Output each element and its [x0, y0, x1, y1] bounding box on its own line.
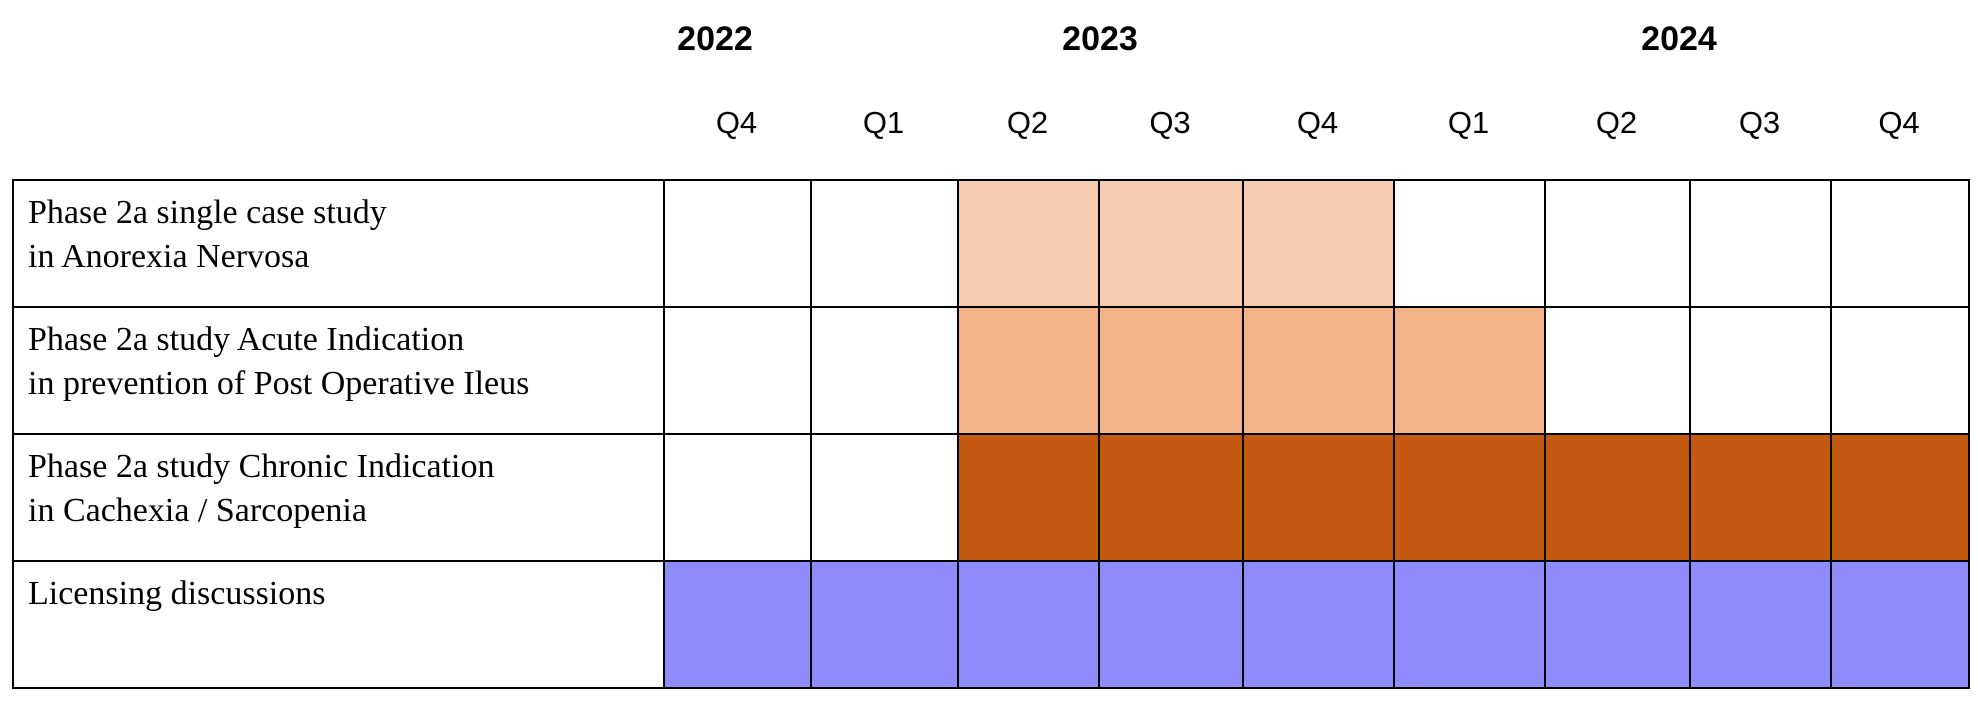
empty-cell	[810, 306, 959, 435]
row-label: Phase 2a study Chronic Indication in Cach…	[12, 433, 665, 562]
quarter-label: Q4	[1878, 105, 1920, 140]
row-label-line: Phase 2a study Acute Indication	[28, 321, 465, 358]
quarter-label: Q3	[1738, 105, 1781, 140]
empty-cell	[1544, 306, 1691, 435]
quarter-label: Q4	[1296, 105, 1339, 140]
timeline-bar-cell	[1830, 433, 1970, 562]
timeline-row: Phase 2a study Acute Indication in preven…	[12, 306, 1970, 435]
empty-cell	[1544, 179, 1691, 308]
empty-cell	[1830, 179, 1970, 308]
year-label: 2023	[1062, 20, 1138, 58]
timeline-bar-cell	[1393, 306, 1546, 435]
quarter-label: Q2	[1006, 105, 1049, 140]
empty-cell	[663, 306, 812, 435]
row-label: Phase 2a single case study in Anorexia Ne…	[12, 179, 665, 308]
row-label-line: in Anorexia Nervosa	[28, 238, 310, 275]
quarter-label: Q2	[1595, 105, 1638, 140]
timeline-bar-cell	[1242, 306, 1395, 435]
timeline-bar-cell	[1098, 179, 1244, 308]
empty-cell	[810, 179, 959, 308]
timeline-row: Licensing discussions	[12, 560, 1970, 689]
year-label: 2022	[677, 20, 753, 58]
timeline-bar-cell	[1544, 433, 1691, 562]
row-label-line: Phase 2a single case study	[28, 194, 387, 231]
quarter-label: Q1	[1447, 105, 1490, 140]
empty-cell	[1689, 179, 1832, 308]
quarter-label: Q4	[715, 105, 758, 140]
empty-cell	[1830, 306, 1970, 435]
row-label-line: Licensing discussions	[28, 575, 326, 612]
empty-cell	[1393, 179, 1546, 308]
row-label: Phase 2a study Acute Indication in preven…	[12, 306, 665, 435]
row-label-line: Phase 2a study Chronic Indication	[28, 448, 495, 485]
timeline-bar-cell	[957, 179, 1100, 308]
timeline-bar-cell	[663, 560, 812, 689]
timeline-bar-cell	[1393, 560, 1546, 689]
timeline-bar-cell	[1689, 433, 1832, 562]
timeline-bar-cell	[1393, 433, 1546, 562]
empty-cell	[663, 433, 812, 562]
timeline-bar-cell	[1830, 560, 1970, 689]
empty-cell	[663, 179, 812, 308]
quarter-label: Q3	[1149, 105, 1191, 140]
timeline-bar-cell	[1544, 560, 1691, 689]
quarter-label: Q1	[862, 105, 905, 140]
timeline-bar-cell	[810, 560, 959, 689]
row-label-line: in Cachexia / Sarcopenia	[28, 492, 367, 529]
empty-cell	[1689, 306, 1832, 435]
timeline-bar-cell	[957, 306, 1100, 435]
row-label: Licensing discussions	[12, 560, 665, 689]
row-label-line: in prevention of Post Operative Ileus	[28, 365, 530, 402]
timeline-grid: Phase 2a single case study in Anorexia Ne…	[12, 179, 1970, 689]
timeline-row: Phase 2a single case study in Anorexia Ne…	[12, 179, 1970, 308]
timeline-bar-cell	[957, 560, 1100, 689]
timeline-bar-cell	[1098, 433, 1244, 562]
timeline-row: Phase 2a study Chronic Indication in Cach…	[12, 433, 1970, 562]
year-label: 2024	[1641, 20, 1717, 58]
timeline-bar-cell	[957, 433, 1100, 562]
empty-cell	[810, 433, 959, 562]
timeline-bar-cell	[1098, 560, 1244, 689]
timeline-bar-cell	[1689, 560, 1832, 689]
timeline-bar-cell	[1242, 179, 1395, 308]
timeline-bar-cell	[1242, 433, 1395, 562]
timeline-bar-cell	[1242, 560, 1395, 689]
timeline-bar-cell	[1098, 306, 1244, 435]
